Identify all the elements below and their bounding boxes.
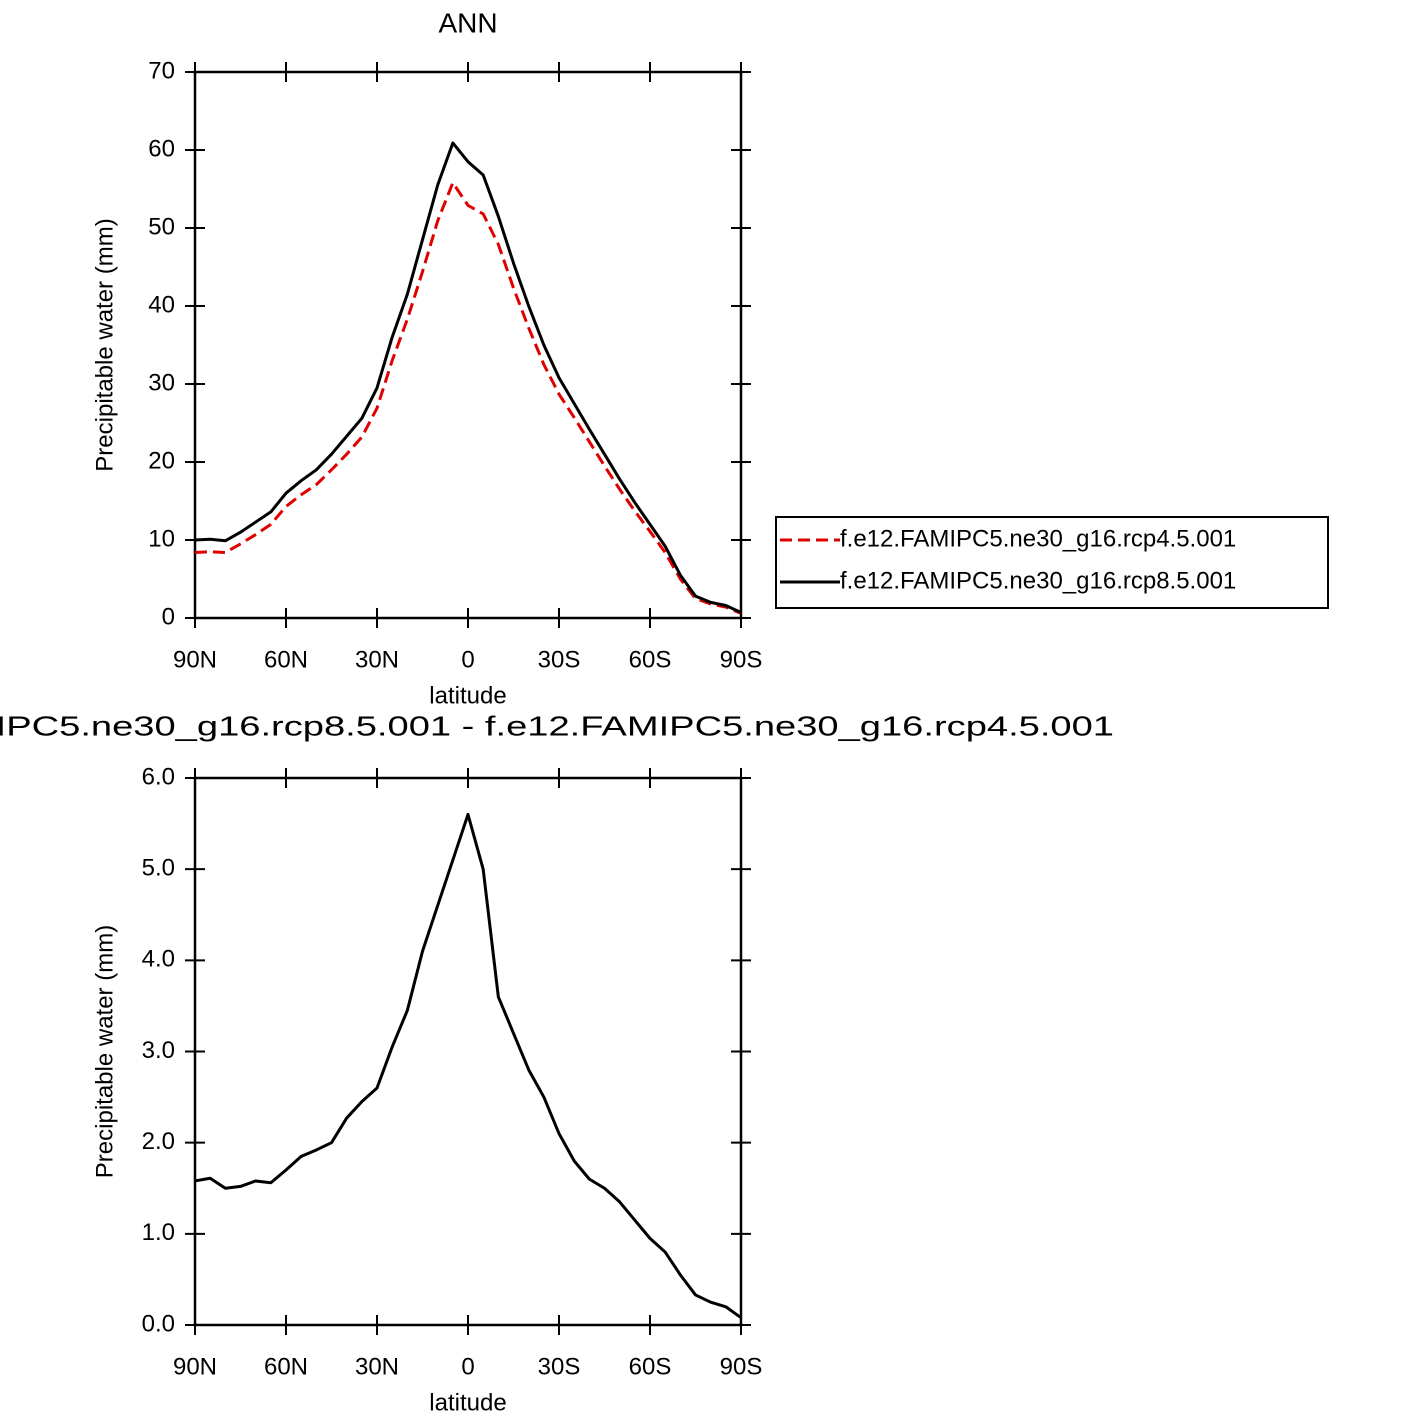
x-tick-label: 90N	[173, 646, 217, 673]
y-tick-label: 0.0	[142, 1310, 175, 1337]
legend-label: f.e12.FAMIPC5.ne30_g16.rcp4.5.001	[840, 525, 1236, 552]
y-tick-label: 2.0	[142, 1128, 175, 1155]
y-tick-label: 60	[148, 135, 175, 162]
x-tick-label: 30S	[538, 1353, 581, 1380]
y-tick-label: 10	[148, 525, 175, 552]
x-tick-label: 90N	[173, 1353, 217, 1380]
data-line	[194, 141, 742, 614]
x-tick-label: 60N	[264, 646, 308, 673]
y-tick-label: 1.0	[142, 1219, 175, 1246]
x-axis-label: latitude	[429, 1389, 506, 1416]
x-tick-label: 90S	[720, 1353, 763, 1380]
x-tick-label: 0	[461, 646, 474, 673]
legend-label: f.e12.FAMIPC5.ne30_g16.rcp8.5.001	[840, 567, 1236, 594]
y-axis-label: Precipitable water (mm)	[91, 925, 118, 1178]
y-tick-label: 30	[148, 369, 175, 396]
y-tick-label: 50	[148, 213, 175, 240]
y-tick-label: 70	[148, 57, 175, 84]
chart-title: ANN	[438, 7, 497, 38]
x-axis-label: latitude	[429, 682, 506, 709]
y-tick-label: 6.0	[142, 763, 175, 790]
x-tick-label: 60S	[629, 646, 672, 673]
y-axis-label: Precipitable water (mm)	[91, 218, 118, 471]
y-tick-label: 5.0	[142, 855, 175, 882]
y-tick-label: 4.0	[142, 946, 175, 973]
y-tick-label: 0	[162, 603, 175, 630]
x-tick-label: 30N	[355, 646, 399, 673]
y-tick-label: 3.0	[142, 1037, 175, 1064]
x-tick-label: 30N	[355, 1353, 399, 1380]
y-tick-label: 40	[148, 291, 175, 318]
data-line	[194, 181, 742, 615]
x-tick-label: 60S	[629, 1353, 672, 1380]
data-line	[194, 812, 742, 1319]
y-tick-label: 20	[148, 447, 175, 474]
x-tick-label: 0	[461, 1353, 474, 1380]
x-tick-label: 90S	[720, 646, 763, 673]
legend-box	[775, 516, 1329, 609]
plot-frame	[193, 776, 743, 1327]
x-tick-label: 30S	[538, 646, 581, 673]
chart-title: f.e12.FAMIPC5.ne30_g16.rcp8.5.001 - f.e1…	[0, 710, 1114, 741]
x-tick-label: 60N	[264, 1353, 308, 1380]
